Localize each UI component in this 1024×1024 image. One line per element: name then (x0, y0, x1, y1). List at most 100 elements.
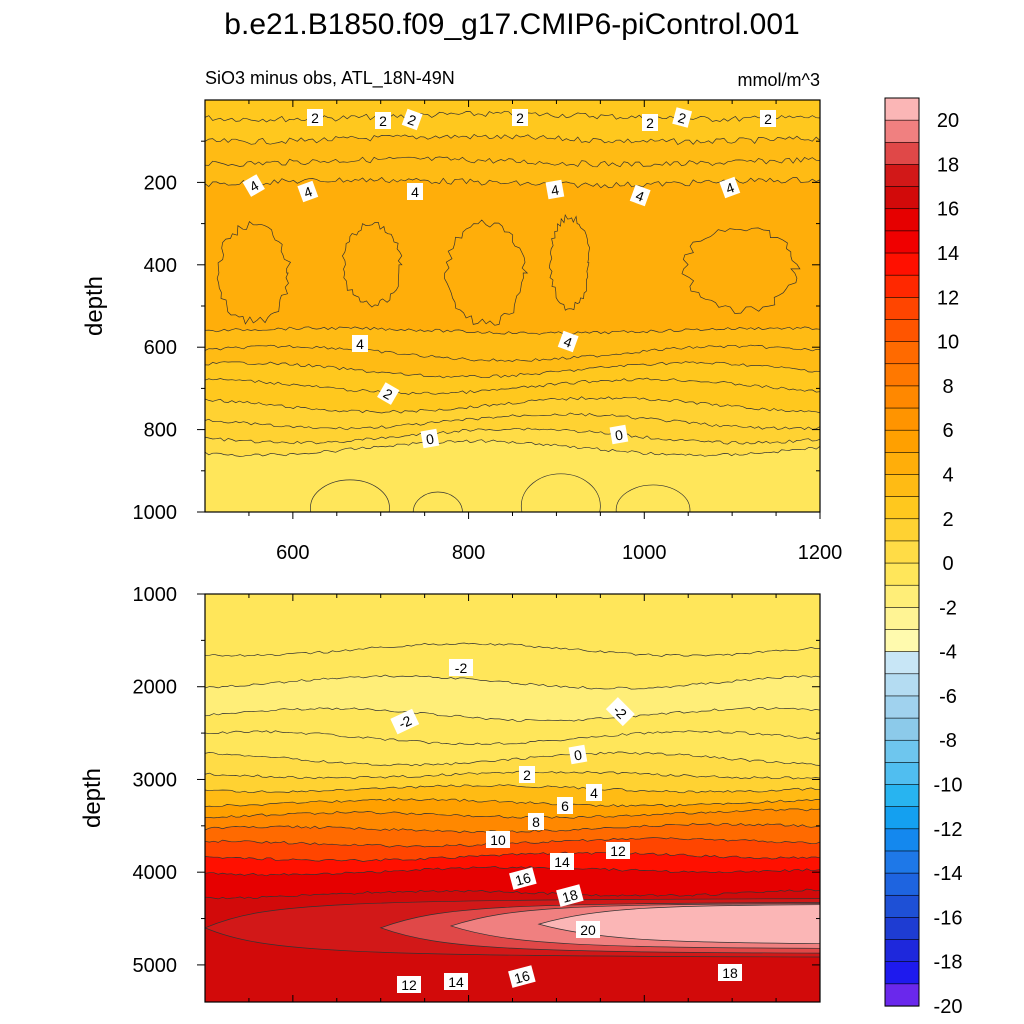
lower-contour-line (205, 888, 820, 900)
lower-contour-line (205, 822, 820, 834)
lower-contour-label-text: 10 (490, 832, 506, 848)
lower-contour-label-text: 8 (532, 814, 540, 830)
upper-contour-line (205, 156, 820, 168)
lower-y-tick-label: 1000 (133, 584, 178, 606)
lower-contour-line (205, 770, 820, 780)
colorbar-swatch (884, 961, 920, 985)
lower-contour-line (205, 865, 820, 877)
upper-contour-label: 2 (307, 109, 323, 126)
colorbar-swatch (884, 739, 920, 763)
upper-panel-contours (205, 100, 820, 512)
colorbar: 20181614121086420-2-4-6-8-10-12-14-16-18… (884, 97, 963, 1018)
upper-x-tick-label: 1000 (622, 542, 667, 564)
colorbar-swatch (884, 540, 920, 564)
upper-contour-label: 4 (242, 174, 265, 197)
colorbar-swatch (884, 452, 920, 476)
lower-contour-label: 14 (444, 973, 468, 990)
colorbar-tick-label: -12 (934, 819, 963, 841)
upper-contour-label-text: 4 (356, 336, 364, 352)
colorbar-swatch (884, 186, 920, 210)
upper-contour-label-text: 0 (614, 426, 625, 443)
upper-contour-label: 4 (545, 179, 565, 200)
lower-contour-label: 2 (519, 766, 535, 783)
lower-contour-label-text: -2 (455, 660, 468, 676)
upper-contour-label-text: 2 (516, 110, 524, 126)
upper-contour-line (205, 439, 820, 457)
colorbar-tick-label: 2 (942, 509, 953, 531)
lower-contour-label: -2 (390, 708, 420, 735)
colorbar-swatch (884, 164, 920, 188)
lower-y-tick-label: 5000 (133, 955, 178, 977)
colorbar-tick-label: -16 (934, 907, 963, 929)
colorbar-tick-label: -14 (934, 863, 963, 885)
upper-contour-label: 0 (609, 424, 629, 445)
upper-patch (412, 491, 463, 512)
upper-contour-label: 2 (760, 110, 776, 127)
lower-contour-line (205, 642, 820, 657)
colorbar-swatch (884, 939, 920, 963)
upper-contour-line (205, 412, 820, 431)
colorbar-swatch (884, 917, 920, 941)
lower-contour-label-text: 4 (590, 785, 598, 801)
lower-contour-label: 12 (606, 842, 630, 859)
colorbar-swatch (884, 297, 920, 321)
lower-contour-label: 4 (586, 784, 602, 801)
lower-contour-label: 8 (528, 813, 544, 830)
upper-contour-label: 4 (629, 184, 651, 207)
lower-contour-label: 6 (557, 797, 573, 814)
upper-y-tick-label: 1000 (133, 502, 178, 524)
upper-contour-line (205, 326, 820, 335)
upper-contour-label-text: 4 (550, 181, 561, 198)
lower-contour-label-text: 12 (610, 843, 626, 859)
upper-contour-label: 2 (512, 109, 528, 126)
lower-contour-label: 16 (508, 965, 536, 988)
colorbar-tick-label: 4 (942, 464, 953, 486)
lower-core-contour (537, 904, 820, 944)
upper-blob (444, 219, 529, 326)
lower-contour-label-text: 0 (573, 746, 584, 763)
lower-contour-label-text: 14 (554, 854, 570, 870)
colorbar-tick-label: -8 (939, 730, 957, 752)
upper-contour-label: 0 (420, 428, 440, 449)
upper-y-axis-label: depth (81, 276, 108, 336)
upper-contour-line (205, 133, 820, 145)
colorbar-swatch (884, 607, 920, 631)
lower-contour-label: 10 (486, 831, 510, 848)
lower-contour-label-text: 2 (523, 767, 531, 783)
colorbar-swatch (884, 363, 920, 387)
upper-contour-line (205, 396, 820, 414)
lower-contour-line (205, 851, 820, 862)
upper-contour-label: 4 (297, 180, 319, 203)
upper-x-tick-label: 800 (452, 542, 485, 564)
upper-patch (520, 473, 601, 512)
upper-y-tick-label: 400 (144, 255, 177, 277)
upper-contour-label-text: 2 (676, 109, 688, 127)
colorbar-swatch (884, 97, 920, 121)
colorbar-swatch (884, 584, 920, 608)
lower-contour-line (205, 798, 820, 808)
lower-contour-label: -2 (449, 659, 473, 676)
upper-contour-label: 2 (375, 112, 391, 129)
lower-y-tick-label: 2000 (133, 677, 178, 699)
lower-contour-line (205, 808, 820, 819)
colorbar-swatch (884, 629, 920, 653)
upper-contour-label: 2 (672, 107, 693, 128)
colorbar-tick-label: 12 (937, 287, 959, 309)
lower-contour-label-text: 6 (561, 798, 569, 814)
colorbar-swatch (884, 983, 920, 1007)
lower-contour-line (205, 784, 820, 794)
colorbar-swatch (884, 407, 920, 431)
subtitle-left: SiO3 minus obs, ATL_18N-49N (205, 68, 455, 89)
colorbar-swatch (884, 496, 920, 520)
lower-y-axis-label: depth (79, 768, 106, 828)
colorbar-swatch (884, 562, 920, 586)
colorbar-tick-label: -6 (939, 686, 957, 708)
colorbar-swatch (884, 717, 920, 741)
upper-contour-line (205, 377, 820, 395)
upper-blob (548, 213, 590, 311)
upper-blob (216, 221, 292, 325)
upper-contour-label: 4 (352, 335, 368, 352)
colorbar-swatch (884, 274, 920, 298)
colorbar-tick-label: -18 (934, 952, 963, 974)
